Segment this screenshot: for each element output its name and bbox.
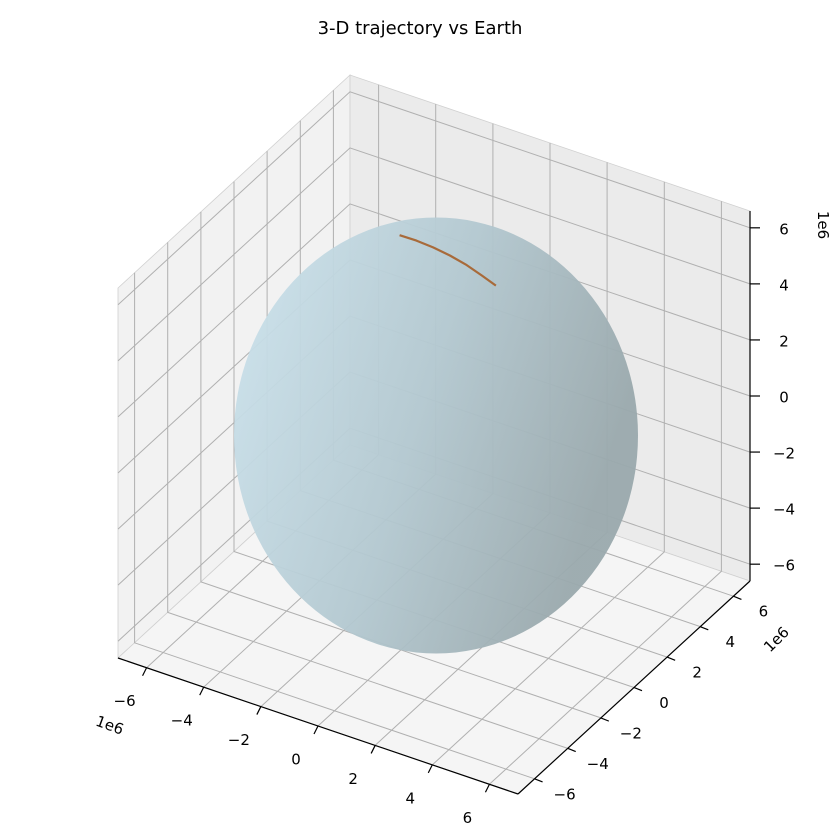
z-tick-label: −2 xyxy=(773,445,795,463)
x-tick-label: −6 xyxy=(114,692,136,710)
earth-sphere-surface xyxy=(234,217,638,654)
z-tick-label: −6 xyxy=(773,557,795,575)
y-tick-tick xyxy=(600,717,610,722)
x-tick-tick xyxy=(484,784,490,793)
trajectory-line xyxy=(399,234,497,287)
y-tick-tick xyxy=(534,778,543,783)
y-tick-label: 2 xyxy=(692,664,702,682)
z-tick-label: 2 xyxy=(779,332,789,350)
z-tick-label: −4 xyxy=(773,501,795,519)
z-tick-label: 4 xyxy=(779,276,789,294)
y-tick-tick xyxy=(567,747,576,753)
x-tick-label: −2 xyxy=(228,731,250,749)
grid-line-x xyxy=(489,201,722,785)
y-tick-label: −4 xyxy=(587,755,609,773)
x-tick-label: 2 xyxy=(348,770,358,788)
z-tick-label: 0 xyxy=(779,389,789,407)
z-tick-label: 6 xyxy=(779,220,789,238)
x-tick-tick xyxy=(370,745,376,754)
grid-line-y xyxy=(134,272,535,780)
grid-line-z xyxy=(117,203,751,418)
grid-line-z xyxy=(117,91,751,306)
earth-sphere xyxy=(234,217,638,654)
grid-line-y xyxy=(167,242,568,749)
y-tick-tick xyxy=(700,626,709,631)
x-tick-tick xyxy=(427,764,433,774)
x-tick-tick xyxy=(199,686,205,696)
y-tick-tick xyxy=(633,686,643,692)
y-tick-label: −2 xyxy=(620,724,642,742)
y-tick-label: 6 xyxy=(759,603,769,621)
grid-line-y xyxy=(233,181,635,688)
x-tick-label: −4 xyxy=(171,712,193,730)
x-tick-tick xyxy=(256,706,262,715)
chart-title: 3-D trajectory vs Earth xyxy=(318,18,523,39)
grid-line-x xyxy=(431,181,665,766)
z-offset-label: 1e6 xyxy=(814,211,832,239)
grid-line-y xyxy=(200,211,602,719)
y-tick-label: 4 xyxy=(726,633,736,651)
y-tick-label: −6 xyxy=(554,785,576,803)
x-tick-label: 6 xyxy=(463,809,473,827)
x-tick-tick xyxy=(142,667,148,676)
y-tick-tick xyxy=(666,656,676,661)
x-tick-label: 0 xyxy=(291,751,301,769)
trajectory-series xyxy=(399,234,497,287)
y-offset-label: 1e6 xyxy=(760,623,793,656)
x-tick-label: 4 xyxy=(406,789,416,807)
grid-line-z xyxy=(117,147,751,362)
y-tick-tick xyxy=(733,595,742,600)
x-tick-tick xyxy=(313,725,319,735)
x-offset-label: 1e6 xyxy=(93,712,126,739)
y-tick-label: 0 xyxy=(659,694,669,712)
